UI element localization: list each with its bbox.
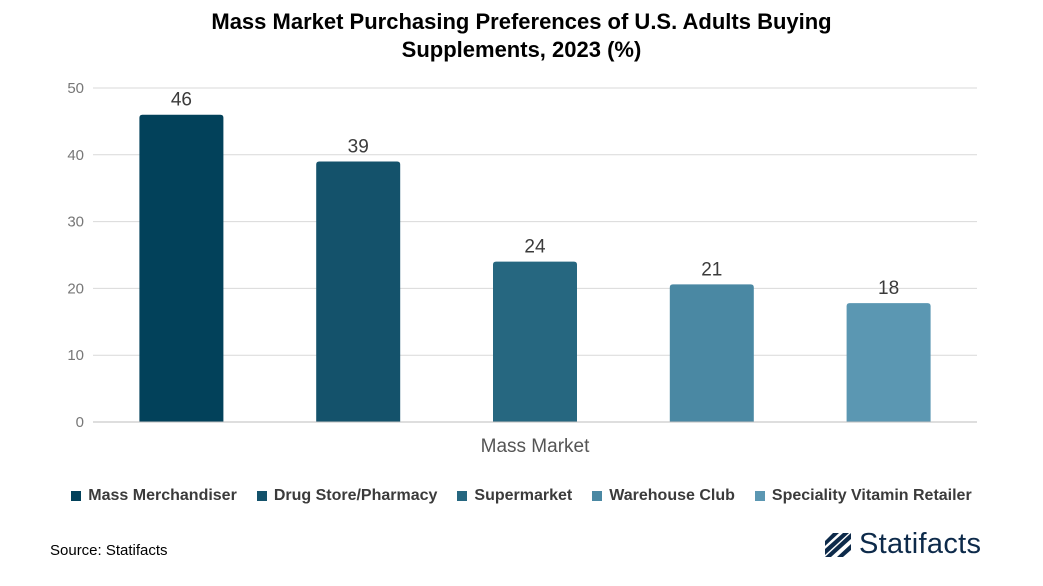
y-tick-label: 40 xyxy=(67,147,84,164)
data-label: 21 xyxy=(701,259,722,280)
x-axis-label: Mass Market xyxy=(481,436,590,457)
data-labels: 46 39 24 21 18 xyxy=(171,90,899,299)
statifacts-logo-icon xyxy=(825,532,851,557)
brand-logo: Statifacts xyxy=(823,528,981,561)
y-tick-label: 30 xyxy=(67,214,84,231)
legend-label: Speciality Vitamin Retailer xyxy=(771,487,972,504)
y-axis-ticks: 0 10 20 30 40 50 xyxy=(67,80,84,431)
data-label: 39 xyxy=(348,136,369,157)
chart-title-line-2: Supplements, 2023 (%) xyxy=(401,37,642,62)
chart-title-line-1: Mass Market Purchasing Preferences of U.… xyxy=(211,9,832,34)
bar-speciality-vitamin-retailer xyxy=(846,303,931,422)
legend-label: Warehouse Club xyxy=(609,487,735,504)
y-tick-label: 10 xyxy=(67,347,84,364)
bar-warehouse-club xyxy=(669,284,754,422)
legend-item: Mass Merchandiser xyxy=(71,487,237,505)
legend-label: Drug Store/Pharmacy xyxy=(273,487,438,504)
legend-swatch xyxy=(256,491,267,501)
data-label: 46 xyxy=(171,90,192,111)
legend-item: Speciality Vitamin Retailer xyxy=(754,487,972,505)
bar-drug-store-pharmacy xyxy=(316,161,401,423)
source-note: Source: Statifacts xyxy=(50,542,168,559)
bar-mass-merchandiser xyxy=(139,114,224,422)
y-tick-label: 20 xyxy=(67,280,84,297)
data-label: 18 xyxy=(878,278,899,299)
brand-name: Statifacts xyxy=(859,528,982,560)
bar-supermarket xyxy=(493,261,577,422)
legend-label: Supermarket xyxy=(474,487,573,504)
legend-swatch xyxy=(754,491,765,501)
legend-label: Mass Merchandiser xyxy=(88,487,237,504)
legend-item: Warehouse Club xyxy=(592,487,735,505)
chart-title: Mass Market Purchasing Preferences of U.… xyxy=(0,8,1043,64)
chart-legend: Mass Merchandiser Drug Store/Pharmacy Supe… xyxy=(0,487,1043,505)
y-tick-label: 50 xyxy=(67,80,84,97)
legend-swatch xyxy=(592,491,603,501)
data-label: 24 xyxy=(524,237,546,258)
legend-swatch xyxy=(457,491,468,501)
legend-swatch xyxy=(71,491,82,501)
legend-item: Drug Store/Pharmacy xyxy=(256,487,438,505)
legend-item: Supermarket xyxy=(457,487,572,505)
y-tick-label: 0 xyxy=(76,414,84,431)
bars xyxy=(139,114,931,423)
